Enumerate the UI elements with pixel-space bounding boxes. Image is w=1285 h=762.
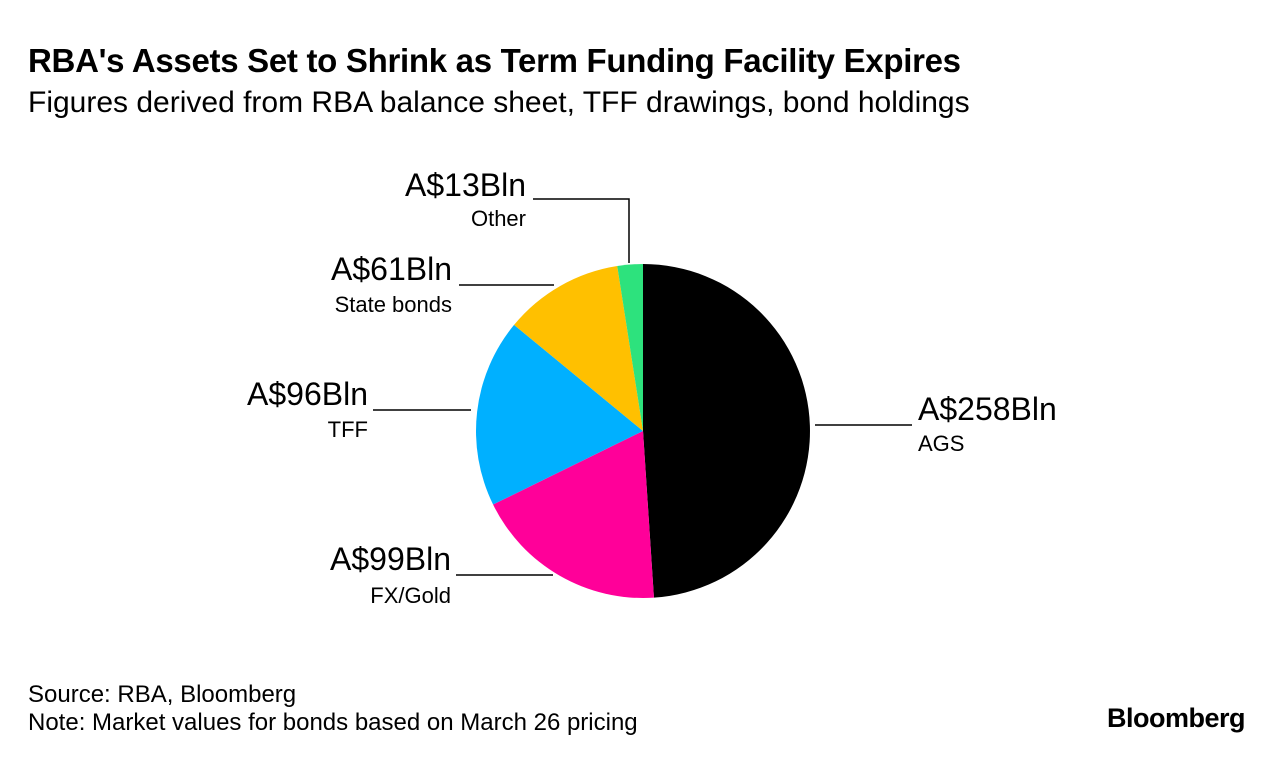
- value-label-fx-gold: A$99Bln: [330, 541, 451, 577]
- pie-slice-other: [617, 264, 643, 431]
- value-label-state-bonds: A$61Bln: [331, 251, 452, 287]
- category-label-other: Other: [471, 206, 526, 231]
- source-note: Source: RBA, Bloomberg: [28, 681, 297, 708]
- category-label-state-bonds: State bonds: [335, 292, 452, 317]
- value-label-ags: A$258Bln: [918, 391, 1057, 427]
- category-label-tff: TFF: [328, 417, 368, 442]
- chart-title: RBA's Assets Set to Shrink as Term Fundi…: [28, 42, 961, 79]
- value-label-other: A$13Bln: [405, 167, 526, 203]
- pie-slice-ags: [643, 264, 810, 598]
- bloomberg-logo: Bloomberg: [1106, 703, 1246, 733]
- footnote: Note: Market values for bonds based on M…: [28, 709, 638, 736]
- value-label-tff: A$96Bln: [247, 376, 368, 412]
- category-label-fx-gold: FX/Gold: [370, 583, 451, 608]
- chart-subtitle: Figures derived from RBA balance sheet, …: [28, 86, 970, 119]
- pie-slice-fx-gold: [493, 431, 654, 598]
- pie-slice-tff: [476, 324, 643, 505]
- leader-line-other: [533, 198, 630, 263]
- category-label-ags: AGS: [918, 431, 964, 456]
- pie-slice-state-bonds: [514, 266, 643, 431]
